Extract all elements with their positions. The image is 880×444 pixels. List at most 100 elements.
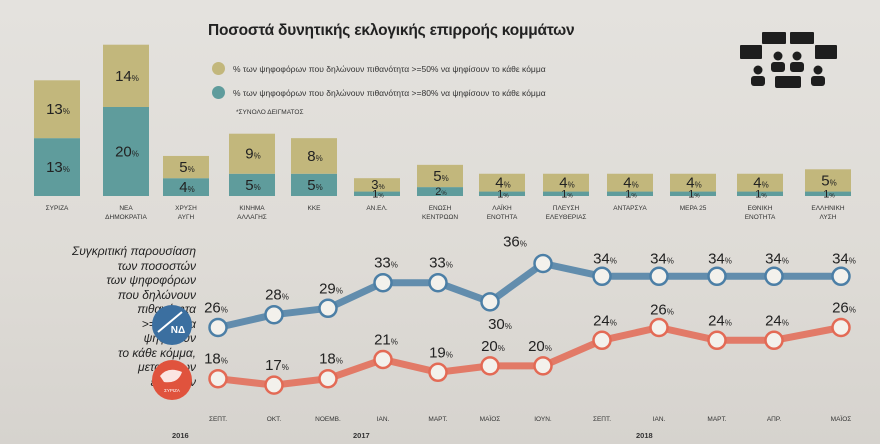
bar-ge80 (417, 187, 463, 196)
bar-ge80 (103, 107, 149, 196)
data-label: 34% (650, 250, 674, 267)
bar-ge50 (670, 173, 716, 192)
data-label: 24% (708, 312, 732, 329)
legend-swatch-ge50 (212, 62, 225, 75)
bar-ge50 (479, 173, 525, 192)
data-point (480, 356, 500, 376)
bar-ge80 (34, 138, 80, 196)
line-chart: 26% 28% 29% 33% 33% 30% 36% 34% 34% 34% 34% 34% 18% 1… (204, 234, 856, 424)
data-point (533, 253, 553, 274)
data-point (649, 266, 669, 287)
bar-ge80 (737, 191, 783, 196)
category-label: ΕΝΟΤΗΤΑ (745, 214, 776, 221)
bar-ge80 (163, 178, 209, 196)
data-label: 20% (528, 338, 552, 355)
category-label: ΚΚΕ (307, 205, 321, 212)
category-label: ΚΕΝΤΡΩΩΝ (422, 214, 458, 221)
data-point (649, 317, 669, 338)
x-tick-label: ΜΑΡΤ. (428, 416, 447, 423)
data-point (764, 330, 784, 351)
category-label: ΣΥΡΙΖΑ (46, 205, 69, 212)
data-label: 28% (265, 287, 289, 304)
data-point (831, 317, 851, 338)
data-label: 34% (765, 250, 789, 267)
data-point (318, 368, 338, 389)
legend-item-ge80: % των ψηφοφόρων που δηλώνουν πιθανότητα … (212, 86, 546, 99)
data-label: 29% (319, 280, 343, 297)
x-tick-label: ΙΑΝ. (653, 416, 666, 423)
x-tick-label: ΜΑΡΤ. (707, 416, 726, 423)
data-point (707, 266, 727, 287)
data-point (264, 375, 284, 395)
sample-note: *ΣΥΝΟΛΟ ΔΕΙΓΜΑΤΟΣ (236, 109, 304, 116)
legend-label-ge80: % των ψηφοφόρων που δηλώνουν πιθανότητα … (233, 87, 546, 98)
category-label: ΑΥΓΗ (178, 214, 195, 221)
category-label: ΕΝΟΤΗΤΑ (487, 214, 518, 221)
year-label-2017: 2017 (353, 431, 370, 440)
data-point (592, 266, 612, 287)
nd-logo: ΝΔ (152, 305, 192, 345)
data-label: 34% (832, 250, 856, 267)
x-tick-label: ΣΕΠΤ. (593, 416, 611, 423)
bar-ge50 (543, 173, 589, 192)
data-point (208, 317, 228, 338)
data-label: 21% (374, 332, 398, 349)
bar-ge50 (354, 178, 400, 192)
nd-logo-text: ΝΔ (171, 325, 185, 336)
description-line: των ψηφοφόρων (106, 273, 196, 287)
data-label: 26% (832, 300, 856, 317)
description-line: το κάθε κόμμα, (118, 345, 196, 360)
bar-ge80 (607, 191, 653, 196)
data-point (533, 356, 553, 376)
data-point (428, 362, 448, 383)
data-label: 34% (708, 250, 732, 267)
x-tick-label: ΜΑΪΟΣ (831, 415, 852, 423)
data-label: 26% (204, 300, 228, 317)
data-label: 18% (204, 351, 228, 368)
data-label: 19% (429, 344, 453, 361)
x-tick-label: ΣΕΠΤ. (209, 416, 227, 423)
bar-ge50 (607, 173, 653, 192)
bar-ge50 (737, 173, 783, 192)
data-point (373, 272, 393, 293)
description-line: που δηλώνουν (117, 287, 196, 302)
bar-ge80 (670, 191, 716, 196)
bar-ge50 (163, 155, 209, 179)
data-label: 24% (765, 312, 789, 329)
bar-chart: 13%13%ΣΥΡΙΖΑ20%14%ΝΕΑΔΗΜΟΚΡΑΤΙΑ4%5%ΧΡΥΣΗ… (34, 44, 851, 221)
bar-ge80 (291, 173, 337, 196)
category-label: ΛΑΪΚΗ (492, 204, 512, 212)
data-label: 17% (265, 357, 289, 374)
category-label: ΕΝΩΣΗ (429, 205, 452, 212)
category-label: ΠΛΕΥΣΗ (553, 205, 580, 212)
data-label: 24% (593, 312, 617, 329)
data-point (592, 330, 612, 351)
data-point (373, 349, 393, 370)
data-point (264, 304, 284, 325)
category-label: ΛΥΣΗ (820, 214, 837, 221)
data-point (707, 330, 727, 351)
series-line-syriza (214, 324, 845, 389)
x-tick-label: ΙΑΝ. (377, 416, 390, 423)
category-label: ΕΛΕΥΘΕΡΙΑΣ (546, 214, 587, 221)
bar-ge50 (805, 169, 851, 192)
data-label: 26% (650, 302, 674, 319)
parliament-seats-icon (740, 32, 837, 88)
description-line: Συγκριτική παρουσίαση (72, 244, 196, 258)
syriza-logo-text: ΣΥΡΙΖΑ (164, 388, 180, 393)
category-label: ΜΕΡΑ 25 (680, 205, 707, 212)
data-label: 18% (319, 351, 343, 368)
category-label: ΕΘΝΙΚΗ (748, 205, 773, 212)
bar-ge80 (543, 191, 589, 196)
year-label-2016: 2016 (172, 431, 189, 440)
x-tick-label: ΟΚΤ. (267, 416, 282, 423)
legend-item-ge50: % των ψηφοφόρων που δηλώνουν πιθανότητα … (212, 62, 546, 75)
bar-ge80 (229, 173, 275, 196)
bar-ge50 (229, 133, 275, 174)
data-label: 33% (429, 255, 453, 272)
category-label: ΝΕΑ (119, 205, 133, 212)
category-label: ΕΛΛΗΝΙΚΗ (811, 205, 845, 212)
bar-ge50 (417, 164, 463, 188)
